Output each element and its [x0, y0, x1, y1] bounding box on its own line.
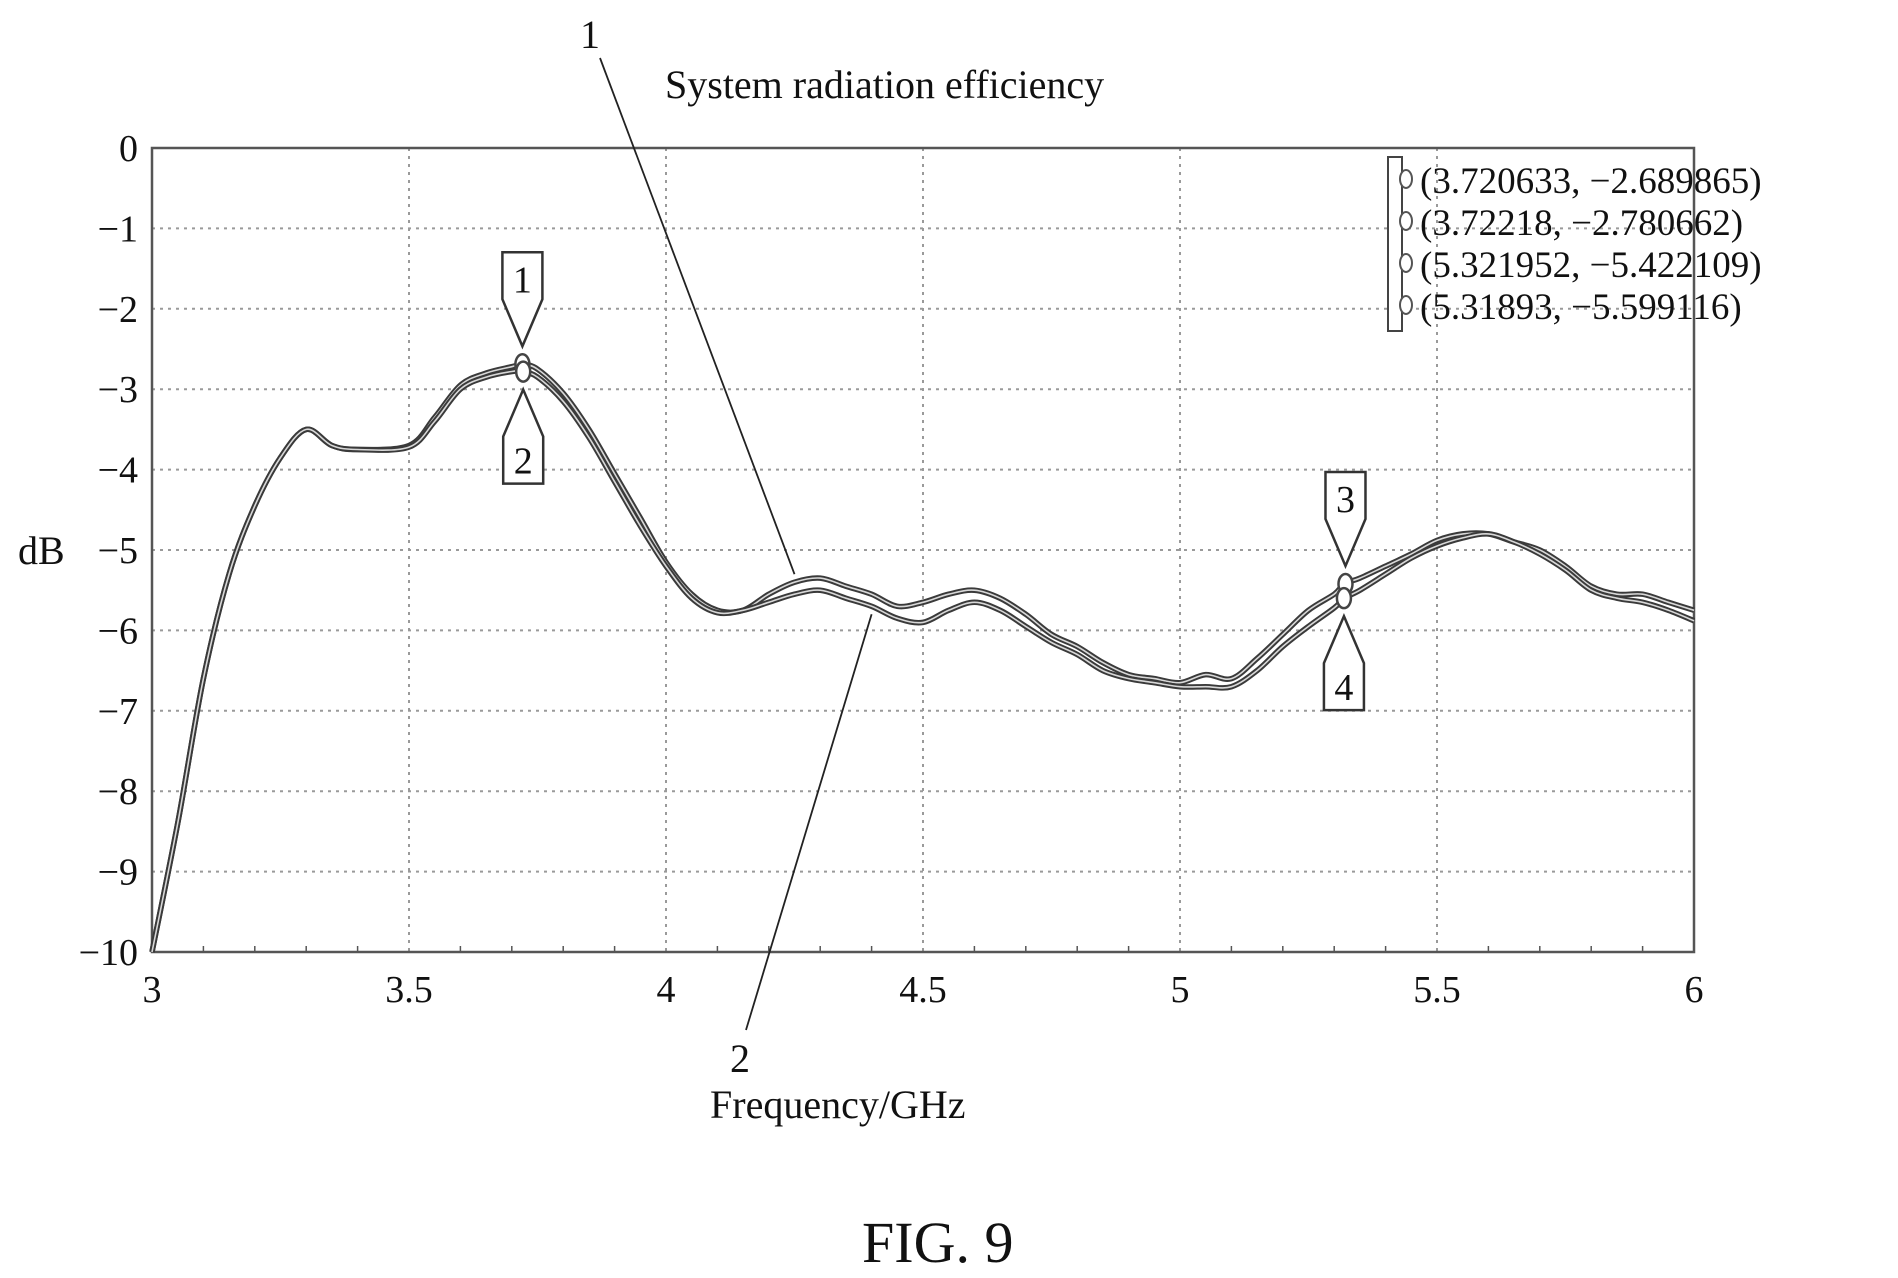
x-tick-label: 5.5: [1413, 969, 1461, 1011]
marker-flag-4: [1322, 612, 1366, 712]
marker-point-2: [514, 360, 532, 383]
y-tick-label: −6: [98, 610, 138, 652]
series-lines: [149, 361, 1696, 953]
data-markers: 1 2 3 4: [501, 251, 1367, 712]
x-axis-label: Frequency/GHz: [710, 1082, 965, 1127]
y-tick-label: −5: [98, 530, 138, 572]
marker-label-2: 2: [514, 441, 533, 483]
legend-marker-icon: [1399, 253, 1413, 273]
x-tick-label: 5: [1171, 969, 1190, 1011]
legend-bracket: [1387, 156, 1403, 332]
callout-label-2: 2: [730, 1036, 750, 1081]
chart-title: System radiation efficiency: [665, 62, 1104, 107]
y-tick-label: 0: [119, 128, 138, 170]
marker-point-4: [1335, 586, 1353, 610]
figure-caption: FIG. 9: [862, 1210, 1013, 1275]
tick-labels: 3 3.5 4 4.5 5 5.5 6 0 −1 −2 −3 −4 −5 −6 −7 −8 −9 −10: [79, 128, 1704, 1011]
callout-label-1: 1: [580, 12, 600, 57]
x-tick-label: 3.5: [385, 969, 433, 1011]
y-tick-label: −10: [79, 932, 138, 974]
x-tick-label: 4.5: [899, 969, 947, 1011]
y-tick-label: −8: [98, 771, 138, 813]
callout-line-2: [745, 614, 873, 1031]
x-tick-label: 3: [143, 969, 162, 1011]
marker-legend: (3.720633, −2.689865)(3.72218, −2.780662…: [1387, 156, 1762, 332]
legend-marker-icon: [1399, 295, 1413, 315]
marker-flag-3: [1324, 470, 1367, 570]
series-callouts: 12: [580, 12, 873, 1081]
marker-flag-1: [501, 251, 544, 350]
marker-label-4: 4: [1334, 667, 1353, 709]
x-tick-label: 6: [1685, 969, 1704, 1011]
marker-flag-2: [501, 386, 545, 485]
y-tick-label: −7: [98, 691, 138, 733]
y-tick-label: −4: [98, 450, 138, 492]
plot-frame: [150, 146, 1696, 954]
y-tick-label: −3: [98, 369, 138, 411]
legend-marker-icon: [1399, 211, 1413, 231]
legend-entry: (5.321952, −5.422109): [1420, 245, 1762, 286]
grid: [152, 148, 1694, 952]
y-tick-label: −1: [98, 208, 138, 250]
legend-entry: (3.72218, −2.780662): [1420, 203, 1743, 244]
legend-marker-icon: [1399, 169, 1413, 189]
y-axis-label: dB: [18, 528, 65, 573]
legend-entry: (3.720633, −2.689865): [1420, 161, 1762, 202]
y-tick-label: −9: [98, 852, 138, 894]
series-2-highlight: [151, 370, 1695, 953]
legend-entry: (5.31893, −5.599116): [1420, 287, 1742, 328]
marker-label-1: 1: [513, 259, 532, 301]
x-tick-label: 4: [657, 969, 676, 1011]
y-tick-label: −2: [98, 289, 138, 331]
callout-line-1: [599, 57, 796, 575]
marker-label-3: 3: [1336, 479, 1355, 521]
